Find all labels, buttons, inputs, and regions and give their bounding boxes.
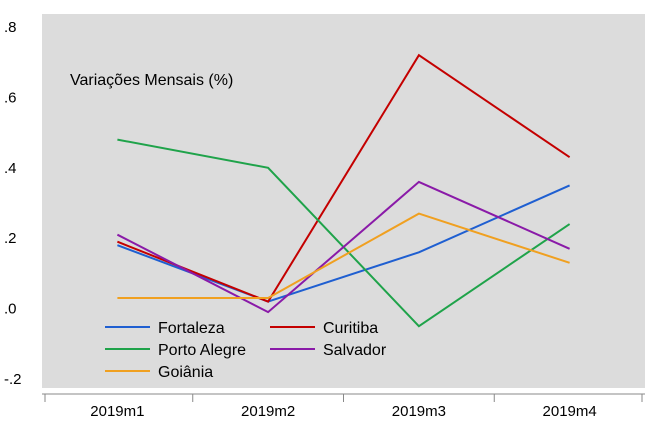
x-tick-label: 2019m2 [241, 403, 295, 420]
y-tick-label: -.2 [4, 371, 22, 388]
x-axis: 2019m1 2019m2 2019m3 2019m4 [42, 393, 645, 420]
series-line-curitiba [117, 53, 571, 303]
legend-label: Salvador [323, 342, 387, 359]
legend-label: Curitiba [323, 320, 378, 337]
y-tick-label: .8 [4, 19, 17, 36]
y-tick-label: .6 [4, 89, 17, 106]
legend: Fortaleza Curitiba Porto Alegre Salvador Goi… [105, 320, 387, 381]
series-line-salvador [116, 180, 571, 314]
y-tick-label: .4 [4, 160, 17, 177]
legend-label: Porto Alegre [158, 342, 246, 359]
series-line-goiânia [117, 212, 570, 299]
legend-label: Fortaleza [158, 320, 225, 337]
series-lines [116, 53, 571, 328]
y-tick-label: .2 [4, 230, 17, 247]
y-tick-label: .0 [4, 301, 17, 318]
x-tick-label: 2019m1 [90, 403, 144, 420]
legend-label: Goiânia [158, 364, 213, 381]
x-tick-label: 2019m4 [543, 403, 597, 420]
x-tick-label: 2019m3 [392, 403, 446, 420]
y-axis: .8 .6 .4 .2 .0 -.2 [4, 19, 22, 388]
chart-annotation: Variações Mensais (%) [70, 72, 233, 89]
plot-background [42, 14, 645, 388]
